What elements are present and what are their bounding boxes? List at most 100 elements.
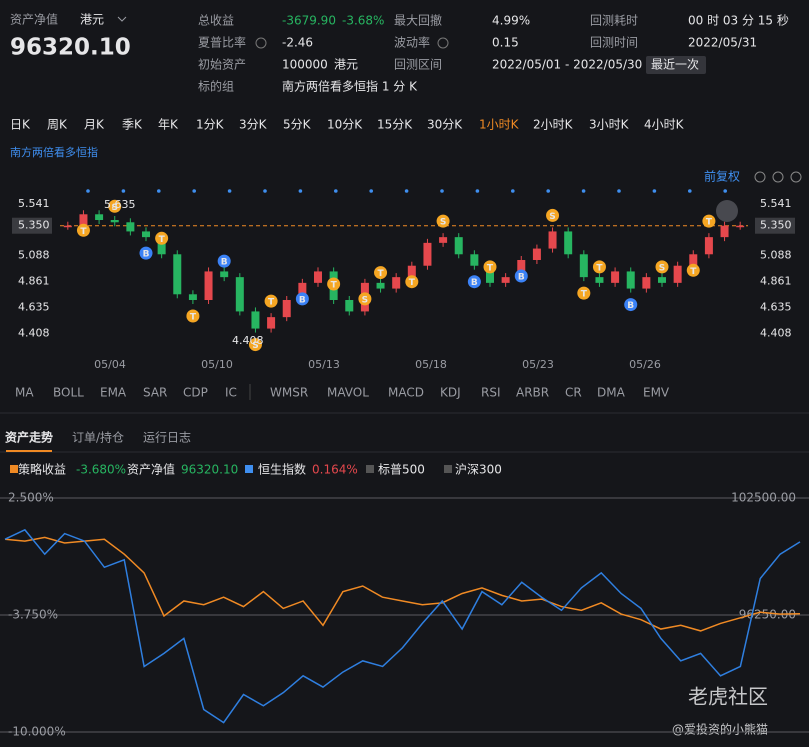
trade-marker[interactable] [374, 266, 388, 280]
tab[interactable]: 订单/持仓 [72, 430, 124, 445]
label: 资产净值 [10, 12, 58, 27]
trade-marker[interactable] [436, 214, 450, 228]
legend-name[interactable]: 标普500 [378, 463, 425, 477]
indicator[interactable]: IC [225, 386, 237, 400]
period-tab[interactable]: 周K [47, 118, 68, 132]
currency[interactable]: 港元 [80, 13, 104, 27]
trade-marker-label: T [159, 235, 166, 245]
info-icon[interactable] [255, 37, 267, 49]
period-tab[interactable]: 1分K [196, 118, 225, 132]
indicator[interactable]: WMSR [270, 386, 308, 400]
value: -2.46 [282, 36, 313, 50]
dot [617, 189, 621, 193]
period-tab[interactable]: 4小时K [644, 118, 685, 132]
trade-marker-label: S [111, 203, 117, 213]
undo-icon[interactable] [754, 171, 766, 183]
dropdown-icon [117, 16, 127, 22]
indicator[interactable]: CDP [183, 386, 208, 400]
period-tab[interactable]: 5分K [283, 118, 312, 132]
info-icon[interactable] [437, 37, 449, 49]
dot [157, 189, 161, 193]
trade-marker[interactable] [577, 286, 591, 300]
trade-marker[interactable] [295, 292, 309, 306]
y-tick-label: 4.408 [18, 326, 50, 339]
trade-marker[interactable] [76, 223, 90, 237]
period-tab[interactable]: 30分K [427, 118, 463, 132]
indicator[interactable]: MAVOL [327, 386, 369, 400]
trade-marker[interactable] [108, 199, 122, 213]
trade-marker[interactable] [624, 298, 638, 312]
trade-marker[interactable] [327, 277, 341, 291]
legend-name[interactable]: 沪深300 [455, 463, 502, 477]
trade-marker[interactable] [592, 260, 606, 274]
legend-name[interactable]: 资产净值 [127, 462, 175, 477]
period-tab[interactable]: 15分K [377, 118, 413, 132]
symbol: 南方两倍看多恒指 [10, 145, 98, 159]
trade-marker[interactable] [155, 231, 169, 245]
period-tab[interactable]: 月K [84, 118, 105, 132]
indicator[interactable]: MA [15, 386, 34, 400]
zoom-in-icon[interactable] [790, 171, 802, 183]
period-tab[interactable]: 3分K [239, 118, 268, 132]
trade-marker[interactable] [467, 275, 481, 289]
trade-marker[interactable] [186, 309, 200, 323]
candle [407, 265, 416, 278]
adjust[interactable]: 前复权 [704, 169, 740, 184]
dot [581, 189, 586, 193]
period-tab[interactable]: 3小时K [589, 118, 630, 132]
button[interactable]: 最近一次 [651, 58, 699, 72]
label: 总收益 [198, 14, 234, 28]
trade-marker-label: T [377, 269, 384, 279]
legend-swatch[interactable] [444, 465, 452, 473]
indicator[interactable]: RSI [481, 386, 501, 400]
tab[interactable]: 运行日志 [143, 431, 191, 445]
value: 2022/05/31 [688, 36, 757, 50]
indicator[interactable]: MACD [388, 386, 424, 400]
indicator[interactable]: BOLL [53, 386, 84, 400]
candle [611, 271, 620, 283]
zoom-out-icon[interactable] [772, 171, 784, 183]
dot [440, 189, 444, 193]
period-tab[interactable]: 年K [158, 118, 179, 132]
indicator[interactable]: KDJ [440, 386, 461, 400]
indicator[interactable]: ARBR [516, 386, 549, 400]
button-bg[interactable] [646, 56, 706, 74]
legend-name[interactable]: 策略收益 [18, 462, 66, 477]
legend-swatch[interactable] [366, 465, 374, 473]
indicator[interactable]: EMA [100, 386, 127, 400]
indicator[interactable]: EMV [643, 386, 670, 400]
trade-marker-label: B [299, 295, 306, 305]
trade-marker[interactable] [217, 254, 231, 268]
trade-marker[interactable] [405, 275, 419, 289]
trade-marker[interactable] [264, 294, 278, 308]
trade-marker[interactable] [248, 338, 262, 352]
period-tab[interactable]: 季K [122, 118, 143, 132]
legend-swatch[interactable] [10, 465, 18, 473]
candle [157, 237, 166, 255]
indicator[interactable]: CR [565, 386, 582, 400]
period-tab[interactable]: 1小时K [479, 118, 520, 132]
period-tab[interactable]: 日K [10, 118, 31, 132]
candle [126, 222, 135, 232]
trade-marker-label: S [659, 263, 665, 273]
trade-marker[interactable] [702, 214, 716, 228]
trade-marker[interactable] [483, 260, 497, 274]
period-tab[interactable]: 2小时K [533, 118, 574, 132]
legend-name[interactable]: 恒生指数 [258, 462, 306, 477]
tab[interactable]: 资产走势 [5, 430, 53, 445]
scroll-button[interactable] [716, 200, 738, 222]
legend-swatch[interactable] [245, 465, 253, 473]
trade-marker[interactable] [546, 208, 560, 222]
trade-marker[interactable] [655, 260, 669, 274]
trade-marker[interactable] [514, 269, 528, 283]
indicator[interactable]: DMA [597, 386, 626, 400]
indicator[interactable]: SAR [143, 386, 167, 400]
label: 标的组 [198, 79, 234, 94]
trade-marker[interactable] [139, 246, 153, 260]
y-tick-label: 5.541 [18, 197, 50, 210]
trade-marker[interactable] [686, 263, 700, 277]
period-tab[interactable]: 10分K [327, 118, 363, 132]
candle [423, 242, 432, 266]
trade-marker-label: S [549, 212, 555, 222]
trade-marker[interactable] [358, 292, 372, 306]
